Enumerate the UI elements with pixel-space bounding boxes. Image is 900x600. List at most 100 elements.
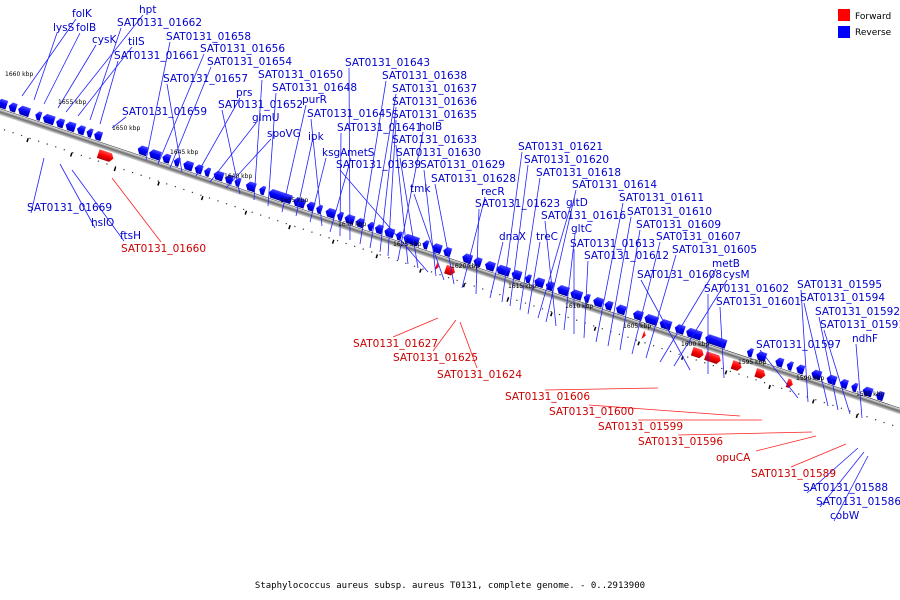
leader-line bbox=[397, 131, 424, 261]
kbp-tick-label: 1625 kbp bbox=[393, 241, 421, 248]
minor-tick bbox=[217, 200, 219, 202]
leader-line bbox=[57, 44, 97, 109]
kbp-tick-label: 1605 kbp bbox=[623, 323, 651, 330]
reverse-gene-block bbox=[325, 207, 337, 219]
leader-line bbox=[855, 343, 863, 419]
minor-tick bbox=[12, 131, 14, 134]
gene-label: SAT0131_01624 bbox=[437, 369, 522, 381]
leader-line bbox=[65, 14, 144, 113]
reverse-gene-block bbox=[746, 348, 755, 358]
minor-tick bbox=[63, 148, 66, 151]
minor-tick bbox=[797, 393, 800, 395]
reverse-gene-block bbox=[56, 118, 66, 129]
gene-label: SAT0131_01630 bbox=[396, 147, 481, 159]
reverse-gene-block bbox=[384, 227, 396, 239]
gene-label: SAT0131_01637 bbox=[392, 83, 477, 95]
gene-label: SAT0131_01607 bbox=[656, 231, 741, 243]
leader-line bbox=[595, 202, 624, 343]
gene-label: SAT0131_01627 bbox=[353, 338, 438, 350]
minor-tick bbox=[447, 276, 450, 279]
minor-tick bbox=[3, 129, 6, 131]
leader-line bbox=[645, 254, 677, 359]
minor-tick bbox=[891, 424, 894, 427]
reverse-gene-block bbox=[94, 130, 104, 142]
minor-tick bbox=[328, 237, 330, 239]
minor-tick bbox=[499, 293, 501, 296]
minor-tick bbox=[456, 279, 458, 282]
minor-tick bbox=[174, 185, 177, 188]
minor-tick bbox=[635, 339, 638, 341]
minor-tick bbox=[311, 231, 313, 233]
gene-label: SAT0131_01613 bbox=[570, 238, 655, 250]
minor-tick bbox=[481, 288, 484, 290]
gene-label: glmU bbox=[252, 112, 280, 124]
gene-label: cysM bbox=[723, 269, 750, 281]
gene-label: SAT0131_01635 bbox=[392, 109, 477, 121]
minor-tick bbox=[823, 401, 826, 404]
gene-label: SAT0131_01623 bbox=[475, 198, 560, 210]
minor-tick bbox=[89, 157, 91, 160]
reverse-gene-block bbox=[593, 296, 605, 308]
kbp-tick-label: 1640 kbp bbox=[224, 173, 252, 180]
minor-tick bbox=[712, 364, 715, 367]
minor-tick bbox=[550, 310, 552, 313]
major-tick bbox=[331, 239, 335, 244]
minor-tick bbox=[627, 336, 629, 338]
minor-tick bbox=[652, 345, 655, 347]
gene-label: treC bbox=[536, 231, 558, 243]
reverse-gene-block bbox=[583, 293, 591, 304]
minor-tick bbox=[738, 373, 740, 375]
minor-tick bbox=[669, 350, 672, 353]
minor-tick bbox=[285, 222, 288, 225]
minor-tick bbox=[319, 234, 322, 236]
minor-tick bbox=[157, 180, 159, 182]
minor-tick bbox=[644, 342, 646, 344]
gene-label: SAT0131_01602 bbox=[704, 283, 789, 295]
leader-line bbox=[823, 329, 851, 415]
major-tick bbox=[724, 370, 728, 375]
reverse-gene-block bbox=[431, 243, 443, 255]
gene-label: ndhF bbox=[852, 333, 878, 345]
minor-tick bbox=[97, 160, 100, 162]
leader-line bbox=[369, 93, 397, 249]
reverse-gene-block bbox=[65, 121, 77, 133]
leader-line bbox=[755, 435, 817, 452]
minor-tick bbox=[721, 367, 723, 370]
leader-line bbox=[221, 109, 241, 195]
leader-line bbox=[544, 220, 557, 327]
minor-tick bbox=[840, 407, 843, 410]
major-tick bbox=[855, 413, 859, 419]
minor-tick bbox=[558, 313, 561, 316]
gene-label: SAT0131_01661 bbox=[114, 50, 199, 62]
minor-tick bbox=[541, 308, 544, 310]
gene-label: SAT0131_01611 bbox=[619, 192, 704, 204]
leader-line bbox=[790, 443, 847, 468]
minor-tick bbox=[200, 194, 202, 196]
gene-label: SAT0131_01621 bbox=[518, 141, 603, 153]
reverse-gene-block bbox=[557, 284, 570, 297]
minor-tick bbox=[704, 362, 706, 364]
minor-tick bbox=[80, 154, 83, 157]
leader-line bbox=[819, 451, 865, 508]
gene-label: spoVG bbox=[267, 128, 301, 140]
gene-label: SAT0131_01660 bbox=[121, 243, 206, 255]
gene-label: opuCA bbox=[716, 452, 751, 464]
reverse-gene-block bbox=[204, 167, 212, 178]
leader-line bbox=[339, 132, 342, 237]
minor-tick bbox=[763, 381, 766, 384]
gene-label: hpt bbox=[139, 4, 156, 16]
leader-line bbox=[563, 233, 576, 331]
reverse-gene-block bbox=[862, 386, 874, 398]
minor-tick bbox=[277, 220, 279, 222]
leader-line bbox=[99, 60, 119, 125]
kbp-tick-label: 1645 kbp bbox=[170, 149, 198, 156]
minor-tick bbox=[183, 188, 185, 191]
minor-tick bbox=[362, 248, 364, 250]
major-tick bbox=[69, 152, 73, 157]
major-tick bbox=[113, 166, 117, 172]
gene-label: ftsH bbox=[120, 230, 141, 242]
minor-tick bbox=[755, 379, 757, 381]
gene-label: SAT0131_01605 bbox=[672, 244, 757, 256]
